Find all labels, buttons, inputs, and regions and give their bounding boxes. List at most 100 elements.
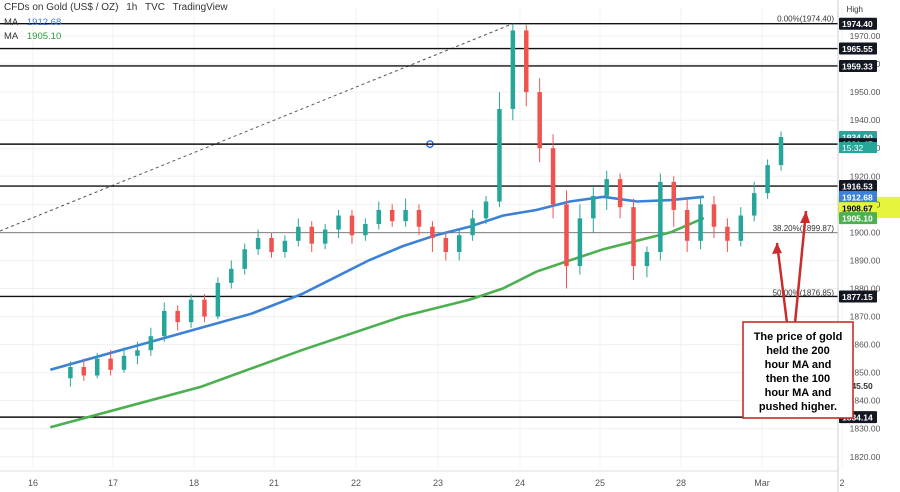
candle-body-up [188, 299, 194, 323]
x-tick-label: 18 [189, 478, 199, 488]
symbol-title[interactable]: CFDs on Gold (US$ / OZ) [4, 2, 119, 13]
candle-body-up [658, 181, 663, 253]
candle-body-up [376, 209, 382, 224]
candle-body-up [363, 223, 368, 236]
y-tick-label: 1920.00 [850, 171, 881, 181]
x-tick-label: 16 [28, 478, 38, 488]
candle-body-up [497, 108, 502, 202]
candle-body-up [94, 358, 100, 376]
y-tick-label: 1890.00 [850, 255, 881, 265]
candle-body-up [751, 193, 757, 216]
annotation-line: then the 100 [766, 373, 830, 385]
annotation-line: pushed higher. [759, 401, 837, 413]
candle-body-down [202, 299, 207, 317]
price-badge [839, 42, 877, 55]
candle-body-up [282, 240, 288, 253]
annotation-line: The price of gold [754, 331, 843, 343]
candle-body-down [524, 30, 529, 93]
candle-body-up [229, 268, 234, 283]
candle-body-up [483, 201, 489, 219]
price-badge [839, 190, 877, 203]
candle-body-down [711, 204, 717, 227]
high-tag: High [847, 5, 863, 14]
candle-body-up [215, 282, 221, 317]
y-tick-label: 1840.00 [850, 396, 881, 406]
price-badge-text: 1959.33 [842, 61, 873, 71]
price-badge-text: 1905.10 [842, 214, 873, 224]
annotation-arrow-200ma [775, 242, 789, 324]
ma200-line [49, 216, 705, 429]
candle-body-up [456, 235, 462, 253]
countdown-text: 15:32 [842, 143, 864, 153]
candle-body-up [296, 226, 301, 241]
candle-body-down [537, 92, 542, 149]
candle-body-up [135, 350, 140, 356]
ma200-label: MA [4, 31, 19, 42]
candle-body-down [309, 226, 314, 244]
ma100-legend[interactable]: MA 1912.68 [4, 17, 61, 28]
y-tick-label: 1900.00 [850, 227, 881, 237]
y-tick-label: 1940.00 [850, 115, 881, 125]
candle-body-up [322, 229, 328, 244]
candle-body-down [443, 238, 449, 253]
candle-body-up [121, 355, 127, 370]
fib-label: 50.00%(1876.85) [773, 288, 835, 297]
candle-body-up [604, 179, 609, 196]
price-badge-text: 1877.15 [842, 292, 873, 302]
annotation-line: held the 200 [766, 345, 830, 357]
price-badge-text: 1934.00 [842, 133, 873, 143]
ma200-legend[interactable]: MA 1905.10 [4, 31, 61, 42]
candle-body-up [644, 252, 650, 267]
annotation-arrow-100ma [793, 210, 808, 324]
price-badge-text: 1916.53 [842, 182, 873, 192]
price-badge-text: 1974.40 [842, 19, 873, 29]
y-tick-label: 1860.00 [850, 340, 881, 350]
candle-body-up [148, 336, 154, 351]
x-tick-label: 17 [108, 478, 118, 488]
price-badge-text: 1908.67 [842, 204, 873, 214]
candle-body-up [510, 30, 516, 109]
candle-body-up [255, 238, 261, 250]
annotation-box [742, 321, 854, 419]
x-tick-label: 24 [515, 478, 525, 488]
candle-body-up [765, 165, 770, 194]
price-badge [839, 17, 877, 30]
candle-body-down [269, 238, 274, 253]
x-tick-label: 2 [839, 478, 844, 488]
price-badge [839, 290, 877, 303]
annotation-arrowhead-100ma [800, 211, 810, 223]
interval-label[interactable]: 1h [126, 2, 138, 13]
candle-body-down [430, 226, 435, 238]
ma200-value: 1905.10 [26, 31, 62, 42]
y-tick-label: 1820.00 [850, 452, 881, 462]
candle-body-up [591, 195, 596, 219]
candle-body-down [108, 358, 113, 370]
ma100-value: 1912.68 [26, 17, 62, 28]
x-tick-label: Mar [754, 478, 770, 488]
candle-body-down [175, 310, 180, 323]
candle-body-down [564, 204, 569, 267]
y-tick-label: 1970.00 [850, 31, 881, 41]
fib-trend-line [0, 23, 514, 232]
price-badge [839, 202, 877, 215]
candle-body-down [349, 215, 355, 236]
annotation-line: hour MA and [765, 359, 832, 371]
candle-body-up [470, 218, 475, 236]
annotation-arrowhead-200ma [772, 243, 782, 254]
price-badge-text: 1834.14 [842, 413, 873, 423]
candle-body-down [684, 209, 690, 241]
x-tick-label: 25 [595, 478, 605, 488]
candle-body-down [631, 207, 636, 267]
x-tick-label: 21 [269, 478, 279, 488]
price-badge-text: 1965.55 [842, 44, 873, 54]
y-tick-label: 1950.00 [850, 87, 881, 97]
candle-body-up [336, 215, 341, 230]
candle-body-down [725, 226, 730, 241]
price-badge [839, 212, 877, 225]
candle-body-down [81, 367, 87, 376]
price-badge-text: 1912.68 [842, 192, 873, 202]
y-tick-label: 1830.00 [850, 424, 881, 434]
candle-body-up [68, 367, 73, 379]
